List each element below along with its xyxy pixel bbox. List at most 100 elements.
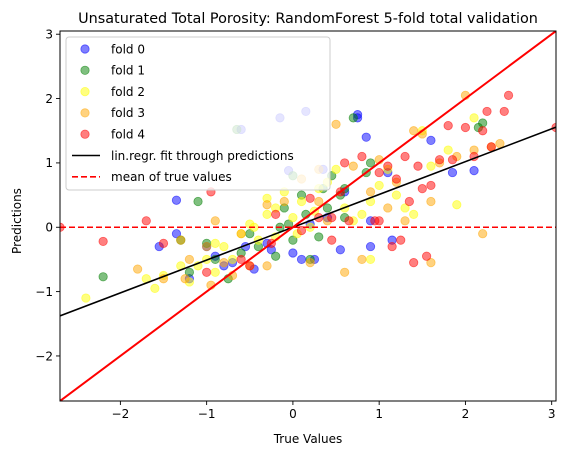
point-fold-4 xyxy=(340,158,350,168)
point-fold-4 xyxy=(305,193,315,203)
point-fold-2 xyxy=(262,209,272,219)
point-fold-4 xyxy=(344,216,354,226)
x-tick-label: 3 xyxy=(548,407,556,421)
y-tick-label: 2 xyxy=(45,92,53,106)
point-fold-3 xyxy=(478,229,488,239)
x-tick-label: 1 xyxy=(375,407,383,421)
legend-mean-label: mean of true values xyxy=(111,170,232,184)
point-fold-3 xyxy=(133,264,143,274)
legend-marker-fold-2 xyxy=(80,87,90,97)
point-fold-4 xyxy=(158,238,169,248)
point-fold-4 xyxy=(426,180,436,191)
legend-label-fold-1: fold 1 xyxy=(111,64,145,78)
point-fold-1 xyxy=(314,232,324,242)
legend-fit-label: lin.regr. fit through predictions xyxy=(111,149,294,163)
point-fold-0 xyxy=(469,166,479,176)
point-fold-3 xyxy=(409,126,419,136)
point-fold-2 xyxy=(210,238,220,248)
point-fold-4 xyxy=(327,235,337,245)
point-fold-4 xyxy=(478,126,488,136)
point-fold-3 xyxy=(365,187,376,197)
point-fold-0 xyxy=(426,135,436,145)
point-fold-4 xyxy=(460,122,471,133)
legend-marker-fold-0 xyxy=(80,44,90,54)
point-fold-1 xyxy=(271,251,281,261)
point-fold-2 xyxy=(210,267,220,277)
point-fold-3 xyxy=(236,229,246,239)
point-fold-3 xyxy=(305,258,315,268)
point-fold-4 xyxy=(396,235,406,245)
legend-marker-fold-1 xyxy=(80,65,90,75)
point-fold-1 xyxy=(193,196,203,207)
point-fold-3 xyxy=(383,203,393,213)
point-fold-4 xyxy=(387,241,397,252)
point-fold-4 xyxy=(413,161,423,171)
point-fold-1 xyxy=(288,235,298,245)
point-fold-4 xyxy=(98,236,108,247)
point-fold-4 xyxy=(447,155,458,165)
point-fold-2 xyxy=(365,254,376,265)
y-tick-label: −2 xyxy=(35,349,53,363)
point-fold-3 xyxy=(340,267,350,277)
x-tick-label: −2 xyxy=(112,407,130,421)
point-fold-4 xyxy=(141,216,151,226)
point-fold-1 xyxy=(98,272,108,282)
point-fold-4 xyxy=(374,167,384,178)
point-fold-1 xyxy=(348,113,358,123)
point-fold-4 xyxy=(443,120,453,131)
point-fold-2 xyxy=(426,161,436,171)
point-fold-2 xyxy=(400,203,410,213)
point-fold-2 xyxy=(219,241,229,252)
point-fold-3 xyxy=(426,196,436,207)
point-fold-2 xyxy=(331,164,341,174)
point-fold-4 xyxy=(417,184,427,194)
point-fold-0 xyxy=(447,167,458,178)
legend-label-fold-0: fold 0 xyxy=(111,42,145,56)
point-fold-4 xyxy=(499,106,509,117)
point-fold-4 xyxy=(296,225,307,236)
point-fold-4 xyxy=(391,174,402,184)
legend-box xyxy=(65,36,331,191)
point-fold-3 xyxy=(176,235,186,245)
point-fold-4 xyxy=(245,261,255,271)
identity-line xyxy=(60,31,556,401)
point-fold-3 xyxy=(210,216,220,226)
fit-line xyxy=(60,126,556,317)
point-fold-4 xyxy=(404,196,414,207)
point-fold-4 xyxy=(236,254,246,265)
point-fold-3 xyxy=(400,216,410,226)
point-fold-2 xyxy=(150,283,160,293)
point-fold-4 xyxy=(327,213,337,223)
legend-label-fold-3: fold 3 xyxy=(111,106,145,120)
point-fold-4 xyxy=(503,90,514,100)
point-fold-4 xyxy=(383,161,393,171)
point-fold-2 xyxy=(391,190,402,200)
point-fold-2 xyxy=(409,209,419,219)
legend-label-fold-4: fold 4 xyxy=(111,128,145,142)
legend-marker-fold-3 xyxy=(80,108,90,118)
point-fold-4 xyxy=(409,258,419,268)
point-fold-1 xyxy=(365,158,376,168)
x-tick-label: 2 xyxy=(462,407,470,421)
chart-title: Unsaturated Total Porosity: RandomForest… xyxy=(78,11,538,27)
point-fold-2 xyxy=(374,180,384,191)
point-fold-2 xyxy=(357,209,367,219)
point-fold-3 xyxy=(262,261,272,271)
point-fold-3 xyxy=(202,241,212,252)
y-tick-label: −1 xyxy=(35,285,53,299)
y-axis-label: Predictions xyxy=(10,188,24,254)
point-fold-0 xyxy=(288,248,298,258)
point-fold-3 xyxy=(184,254,194,265)
point-fold-0 xyxy=(361,132,371,142)
point-fold-4 xyxy=(482,106,492,117)
y-tick-label: 1 xyxy=(45,156,53,170)
x-axis-label: True Values xyxy=(273,432,343,446)
point-fold-4 xyxy=(486,142,496,152)
point-fold-4 xyxy=(271,209,281,219)
point-fold-3 xyxy=(279,196,289,207)
axes-frame xyxy=(59,30,557,402)
point-fold-0 xyxy=(335,245,345,255)
y-tick-label: 0 xyxy=(45,221,53,235)
legend: fold 0 fold 1 fold 2 fold 3 fold 4 lin.regr. … xyxy=(65,36,331,191)
